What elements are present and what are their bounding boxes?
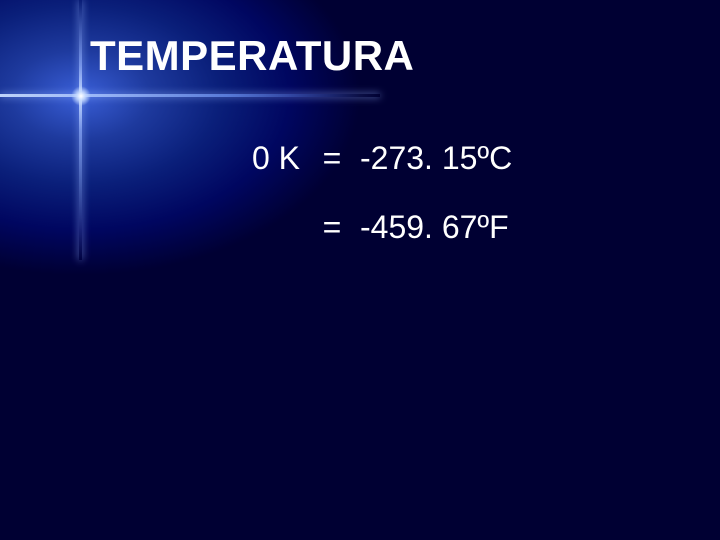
equals-sign: = — [310, 209, 354, 246]
slide-title: TEMPERATURA — [90, 32, 414, 80]
celsius-value: -273. 15ºC — [354, 140, 512, 177]
table-row: = -459. 67ºF — [230, 209, 512, 246]
kelvin-value: 0 K — [230, 140, 310, 177]
fahrenheit-value: -459. 67ºF — [354, 209, 509, 246]
conversion-table: 0 K = -273. 15ºC = -459. 67ºF — [230, 140, 512, 278]
kelvin-value-blank — [230, 209, 310, 246]
lens-flare-vertical — [79, 0, 82, 260]
table-row: 0 K = -273. 15ºC — [230, 140, 512, 177]
lens-flare-core — [71, 86, 91, 106]
lens-flare-horizontal — [0, 94, 380, 97]
equals-sign: = — [310, 140, 354, 177]
